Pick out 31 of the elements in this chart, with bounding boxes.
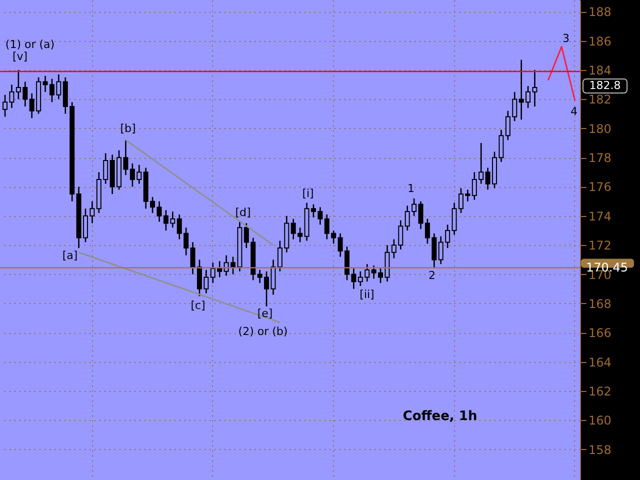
y-tick-label: 168 — [588, 296, 612, 311]
annotation: 3 — [562, 32, 570, 45]
annotation: [d] — [235, 206, 251, 219]
text: 182.8 — [589, 79, 621, 92]
annotation: 4 — [570, 105, 578, 118]
y-tick-label: 178 — [588, 151, 612, 166]
annotation: [v] — [12, 50, 28, 63]
y-tick-label: 186 — [588, 34, 612, 48]
y-tick-label: 188 — [588, 5, 612, 20]
y-tick-label: 182 — [588, 92, 612, 107]
y-tick-label: 176 — [588, 180, 612, 194]
annotation: 2 — [428, 269, 436, 282]
y-tick-label: 180 — [588, 122, 612, 136]
y-tick-label: 166 — [588, 326, 612, 340]
annotation: [b] — [120, 122, 136, 135]
y-tick-label: 184 — [588, 64, 612, 78]
y-tick-label: 172 — [588, 238, 612, 253]
annotation: 1 — [408, 182, 414, 195]
y-tick-label: 164 — [588, 355, 612, 370]
annotation: [e] — [257, 307, 273, 320]
annotation: [a] — [62, 249, 78, 262]
y-tick-label: 158 — [588, 442, 612, 457]
annotation: (1) or (a) — [5, 38, 55, 51]
annotation: [ii] — [360, 288, 374, 301]
text: Coffee, 1h — [402, 409, 478, 424]
annotation: [c] — [190, 299, 206, 312]
annotation: (2) or (b) — [238, 325, 288, 338]
y-tick-label: 174 — [588, 209, 612, 224]
annotation: [i] — [302, 187, 314, 200]
y-tick-label: 162 — [588, 384, 612, 399]
y-tick-label: 160 — [588, 414, 612, 428]
